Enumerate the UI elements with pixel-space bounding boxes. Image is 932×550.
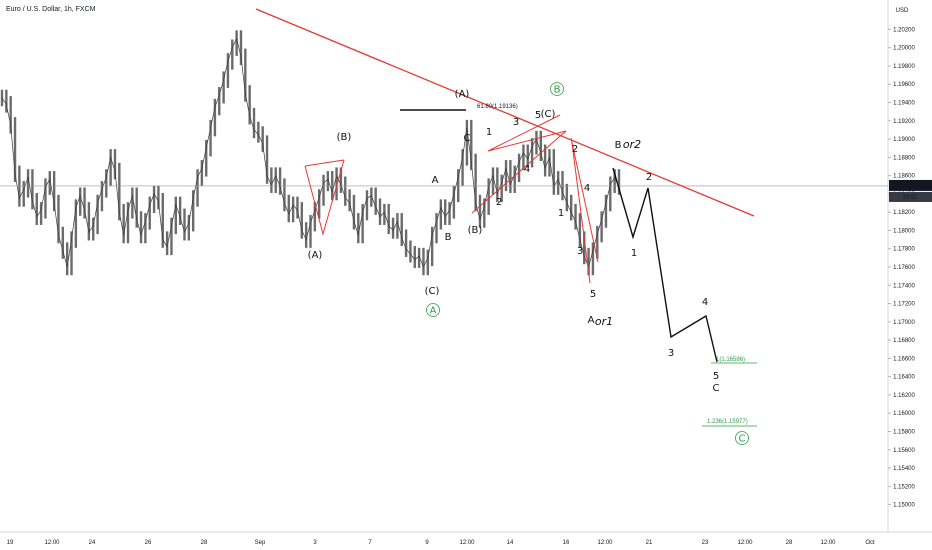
fib-1236-label: 1.236(1.15977) <box>707 419 748 425</box>
circled-wave-label: A <box>430 306 437 317</box>
price-tick-label: 1.17000 <box>893 320 915 326</box>
wave-label: 5 <box>590 289 596 300</box>
main-trendline <box>255 8 755 217</box>
time-tick-label: 28 <box>786 540 793 546</box>
wave-label: (C) <box>425 286 440 297</box>
time-tick-label: Oct <box>865 540 875 546</box>
wave-label: or1 <box>595 315 613 328</box>
price-tick-label: 1.19600 <box>893 82 915 88</box>
wave-channel-1 <box>570 137 599 263</box>
circled-wave-marker <box>426 303 440 317</box>
wave-label: 2 <box>646 172 652 183</box>
time-tick-label: 19 <box>7 540 14 546</box>
chart-title: Euro / U.S. Dollar, 1h, FXCM <box>6 6 96 13</box>
time-tick-label: 12:00 <box>44 540 60 546</box>
price-tick-label: 1.18600 <box>893 174 915 180</box>
time-tick-label: 12:00 <box>597 540 613 546</box>
wave-label: 1 <box>486 127 492 138</box>
price-tick-label: 1.20200 <box>893 27 915 33</box>
wave-label: 1 <box>558 208 564 219</box>
currency-label: USD <box>896 8 909 14</box>
wave-channel-2 <box>571 142 591 284</box>
countdown-badge <box>889 191 932 202</box>
price-tick-label: 1.16200 <box>893 393 915 399</box>
price-tick-label: 1.15400 <box>893 466 915 472</box>
wave-label: 2 <box>572 144 578 155</box>
price-tick-label: 1.15600 <box>893 448 915 454</box>
last-price-badge <box>889 179 932 191</box>
price-tick-label: 1.17400 <box>893 283 915 289</box>
price-tick-label: 1.18200 <box>893 210 915 216</box>
price-line <box>1 37 620 269</box>
price-tick-label: 1.19400 <box>893 101 915 107</box>
abc-triangle-1 <box>304 159 345 236</box>
circled-wave-label: C <box>739 434 746 445</box>
abc-triangle-top <box>304 159 345 167</box>
wave-label: (C) <box>541 109 556 120</box>
price-tick-label: 1.16000 <box>893 411 915 417</box>
price-tick-label: 1.17200 <box>893 302 915 308</box>
price-tick-label: 1.18800 <box>893 155 915 161</box>
time-tick-label: 21 <box>646 540 653 546</box>
price-tick-label: 1.15800 <box>893 429 915 435</box>
countdown-label: 23:51 <box>902 195 918 201</box>
wave-label: 1 <box>631 248 637 259</box>
price-tick-label: 1.19800 <box>893 64 915 70</box>
time-tick-label: 16 <box>563 540 570 546</box>
last-price-label: 1.18487 <box>899 184 921 190</box>
price-tick-label: 1.15200 <box>893 484 915 490</box>
price-tick-label: 1.16600 <box>893 356 915 362</box>
wave-label: 3 <box>513 117 519 128</box>
wave-label: 3 <box>577 246 583 257</box>
time-tick-label: Sep <box>255 540 266 546</box>
wave-label: 2 <box>496 197 502 208</box>
price-tick-label: 1.20000 <box>893 46 915 52</box>
wave-label: (A) <box>455 89 470 100</box>
time-tick-label: 3 <box>313 540 317 546</box>
wave-label: 4 <box>584 183 590 194</box>
projection-path <box>612 167 718 363</box>
price-tick-label: 1.17800 <box>893 247 915 253</box>
price-tick-label: 1.18000 <box>893 228 915 234</box>
circled-wave-label: B <box>554 85 561 96</box>
wave-label: C <box>464 133 471 144</box>
time-tick-label: 12:00 <box>820 540 836 546</box>
wave-label: B <box>445 232 452 243</box>
time-tick-label: 28 <box>201 540 208 546</box>
wave-label: (B) <box>337 132 352 143</box>
time-tick-label: 7 <box>368 540 372 546</box>
wave-label: 3 <box>668 348 674 359</box>
time-tick-label: 12:00 <box>459 540 475 546</box>
wedge-lines <box>471 114 567 214</box>
wave-label: 4 <box>702 297 708 308</box>
time-tick-label: 9 <box>425 540 429 546</box>
price-tick-label: 1.16800 <box>893 338 915 344</box>
wave-label: C <box>713 383 720 394</box>
time-tick-label: 12:00 <box>737 540 753 546</box>
time-tick-label: 26 <box>145 540 152 546</box>
time-tick-label: 23 <box>702 540 709 546</box>
wave-label: A <box>432 175 439 186</box>
wave-label: A <box>588 315 595 326</box>
wave-label: (B) <box>468 225 483 236</box>
fib-1-label: 1(1.16586) <box>716 357 745 363</box>
price-tick-label: 1.19000 <box>893 137 915 143</box>
price-tick-label: 1.19200 <box>893 119 915 125</box>
price-tick-label: 1.15000 <box>893 503 915 509</box>
wave-label: or2 <box>623 138 641 151</box>
circled-wave-marker <box>735 431 749 445</box>
wave-label: (A) <box>308 250 323 261</box>
wave-label: 5 <box>713 371 719 382</box>
fib-618-label: 61.80(1.19136) <box>477 104 518 110</box>
wave-label: 4 <box>524 164 530 175</box>
time-tick-label: 24 <box>89 540 96 546</box>
wave-label: 5 <box>535 110 541 121</box>
price-bars <box>0 30 621 276</box>
wave-label: B <box>615 140 622 151</box>
price-tick-label: 1.17600 <box>893 265 915 271</box>
price-tick-label: 1.16400 <box>893 375 915 381</box>
circled-wave-marker <box>550 82 564 96</box>
time-tick-label: 14 <box>507 540 514 546</box>
